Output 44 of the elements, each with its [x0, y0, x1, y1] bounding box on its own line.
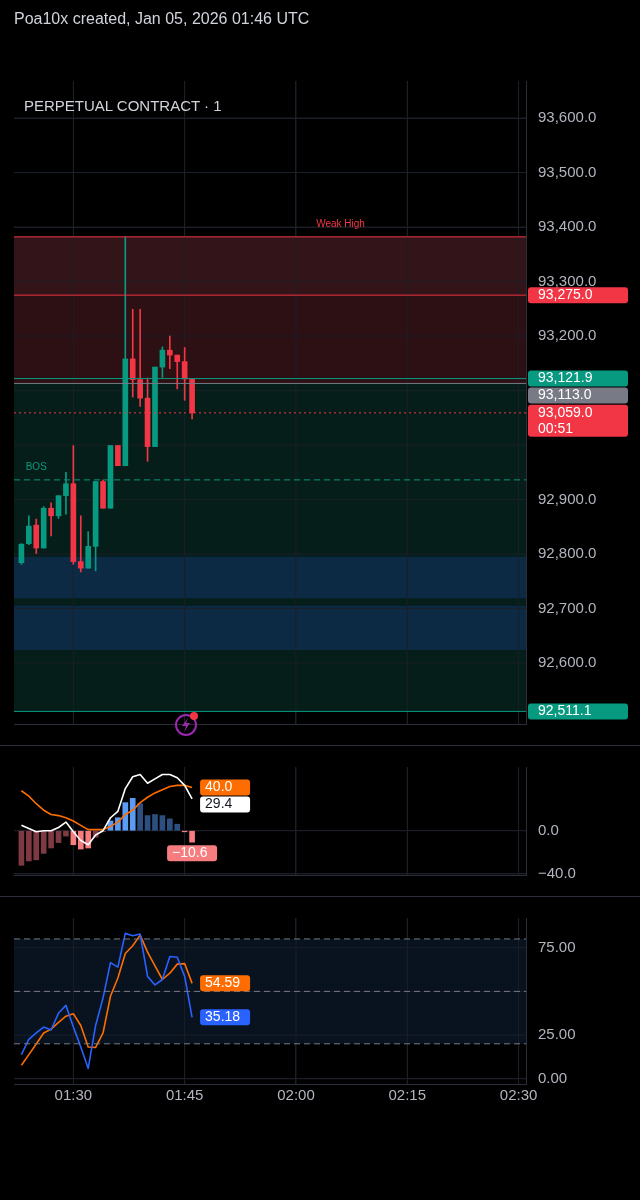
data-label: 40.0 [205, 778, 233, 795]
ref-line-label: 93,059.0 [538, 403, 593, 420]
y-tick-label: 25.00 [538, 1025, 576, 1043]
y-tick-label: 93,300.0 [538, 271, 597, 289]
chart-title: Poa10x created, Jan 05, 2026 01:46 UTC [13, 9, 311, 29]
y-tick-label: −40.0 [538, 864, 576, 882]
y-tick-label: 93,500.0 [538, 162, 597, 180]
x-tick-label: 02:15 [388, 1086, 427, 1104]
bar [189, 830, 195, 843]
bar [152, 814, 158, 831]
candlestick [48, 502, 54, 537]
y-tick-label: 93,200.0 [538, 326, 597, 344]
bar [159, 815, 166, 831]
y-tick-label: 0.0 [538, 820, 559, 838]
text: PERPETUAL CONTRACT · 1 [24, 96, 222, 114]
bar [129, 797, 136, 831]
text: 00:51 [538, 419, 574, 436]
bar [144, 815, 151, 831]
candlestick [77, 515, 84, 573]
data-label: 29.4 [205, 795, 233, 812]
x-tick-label: 01:45 [165, 1086, 204, 1104]
candlestick [167, 335, 173, 370]
y-tick-label: 92,600.0 [538, 653, 597, 671]
y-tick-label: 93,400.0 [538, 217, 597, 235]
x-tick-label: 02:00 [277, 1086, 315, 1104]
x-tick-label: 01:30 [54, 1086, 93, 1104]
y-tick-label: 93,600.0 [538, 108, 597, 126]
bar [63, 830, 69, 837]
ref-line-label: 93,275.0 [538, 286, 593, 303]
ref-line-label: 93,121.9 [538, 369, 593, 386]
y-tick-label: 92,700.0 [538, 598, 597, 616]
y-tick-label: 92,900.0 [538, 489, 597, 507]
y-tick-label: 75.00 [538, 937, 576, 955]
ref-line-label: 93,113.0 [538, 386, 592, 403]
data-label: 54.59 [205, 974, 241, 991]
annotation: Weak High [316, 217, 365, 229]
y-tick-label: 92,800.0 [538, 544, 597, 562]
bar [137, 803, 143, 831]
y-tick-label: 0.00 [538, 1068, 568, 1086]
data-label: −10.6 [172, 844, 208, 861]
x-tick-label: 02:30 [499, 1086, 538, 1104]
ref-line-label: 92,511.1 [538, 702, 592, 719]
data-label: 35.18 [205, 1008, 241, 1025]
annotation: BOS [25, 460, 48, 472]
